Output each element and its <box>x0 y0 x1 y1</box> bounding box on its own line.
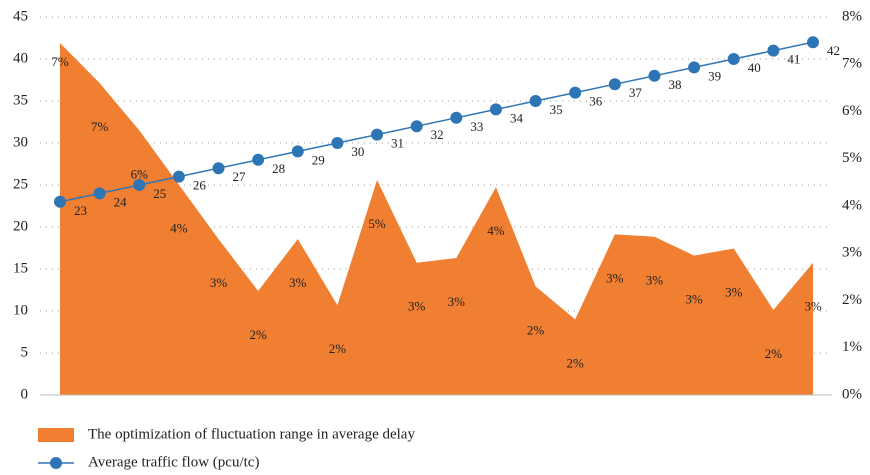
data-label: 4% <box>170 221 188 236</box>
point <box>172 170 185 183</box>
data-label: 4% <box>487 223 505 238</box>
data-label: 3% <box>210 275 228 290</box>
data-label: 7% <box>51 54 69 69</box>
data-label: 26 <box>193 178 207 193</box>
point <box>291 145 304 158</box>
data-label: 41 <box>787 52 800 67</box>
point <box>371 128 384 141</box>
y-tick-label: 30 <box>13 134 28 150</box>
point <box>93 187 106 200</box>
data-label: 24 <box>114 194 128 209</box>
data-label: 40 <box>748 60 761 75</box>
y2-tick-label: 8% <box>842 8 862 24</box>
data-label: 2% <box>527 322 545 337</box>
data-label: 2% <box>329 341 347 356</box>
y2-tick-label: 5% <box>842 150 862 166</box>
point <box>807 36 819 49</box>
data-label: 27 <box>233 169 247 184</box>
y2-tick-label: 7% <box>842 56 862 72</box>
y-tick-label: 15 <box>13 260 28 276</box>
point <box>688 61 701 74</box>
y2-tick-label: 3% <box>842 245 862 261</box>
data-label: 23 <box>74 203 87 218</box>
area <box>60 42 813 396</box>
point <box>648 69 661 82</box>
legend-label: Average traffic flow (pcu/tc) <box>88 454 259 470</box>
point <box>727 53 740 65</box>
y-tick-label: 35 <box>13 92 28 108</box>
data-label: 3% <box>725 285 743 300</box>
data-label: 37 <box>629 85 643 100</box>
point <box>410 120 423 133</box>
data-label: 34 <box>510 110 524 125</box>
data-label: 3% <box>606 270 624 285</box>
y2-tick-label: 6% <box>842 103 862 119</box>
data-label: 33 <box>470 119 483 134</box>
data-label: 3% <box>289 275 307 290</box>
data-label: 3% <box>448 294 466 309</box>
data-label: 7% <box>91 119 109 134</box>
y2-tick-label: 4% <box>842 197 862 213</box>
y-tick-label: 25 <box>13 176 28 192</box>
data-label: 42 <box>827 43 840 58</box>
y-tick-label: 40 <box>13 50 28 66</box>
y2-tick-label: 0% <box>842 386 862 402</box>
data-label: 25 <box>153 186 166 201</box>
y-tick-label: 5 <box>21 344 29 360</box>
data-label: 28 <box>272 161 285 176</box>
data-label: 3% <box>646 273 664 288</box>
data-label: 31 <box>391 136 404 151</box>
data-label: 32 <box>431 127 444 142</box>
point <box>529 95 542 107</box>
legend-marker <box>50 457 62 469</box>
data-label: 5% <box>368 216 386 231</box>
point <box>489 103 502 116</box>
data-label: 38 <box>668 77 681 92</box>
data-label: 29 <box>312 152 325 167</box>
point <box>450 111 463 124</box>
data-label: 3% <box>685 292 703 307</box>
point <box>767 44 780 57</box>
data-label: 6% <box>131 166 149 181</box>
point <box>331 137 344 149</box>
point <box>252 153 265 166</box>
y2-tick-label: 2% <box>842 292 862 308</box>
point <box>212 162 225 175</box>
point <box>569 86 582 99</box>
legend-label: The optimization of fluctuation range in… <box>88 426 415 442</box>
point <box>133 179 146 191</box>
point <box>54 195 66 208</box>
y-tick-label: 45 <box>13 8 28 24</box>
y-tick-label: 20 <box>13 218 28 234</box>
line <box>59 41 814 203</box>
y2-tick-label: 1% <box>842 339 862 355</box>
data-label: 36 <box>589 94 603 109</box>
data-label: 3% <box>804 299 822 314</box>
point <box>608 78 621 91</box>
data-label: 2% <box>765 346 783 361</box>
data-label: 30 <box>351 144 364 159</box>
y-tick-label: 10 <box>13 302 28 318</box>
data-label: 39 <box>708 68 721 83</box>
legend-swatch <box>38 428 74 442</box>
data-label: 2% <box>567 355 585 370</box>
data-label: 35 <box>550 102 563 117</box>
y-tick-label: 0 <box>21 386 29 402</box>
data-label: 2% <box>249 327 267 342</box>
data-label: 3% <box>408 299 426 314</box>
